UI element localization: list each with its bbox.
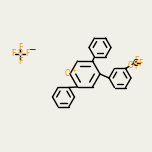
Text: +: + [71,67,77,73]
Text: F: F [134,56,139,65]
Text: F: F [134,62,139,71]
Text: O: O [65,69,71,78]
Text: F: F [11,50,15,59]
Text: F: F [25,50,29,59]
Text: F: F [18,43,22,52]
Text: O: O [128,61,133,70]
Text: F: F [138,59,143,68]
Text: B: B [17,50,22,59]
Text: −: − [28,45,36,54]
Text: C: C [133,59,138,68]
Text: F: F [18,57,22,66]
